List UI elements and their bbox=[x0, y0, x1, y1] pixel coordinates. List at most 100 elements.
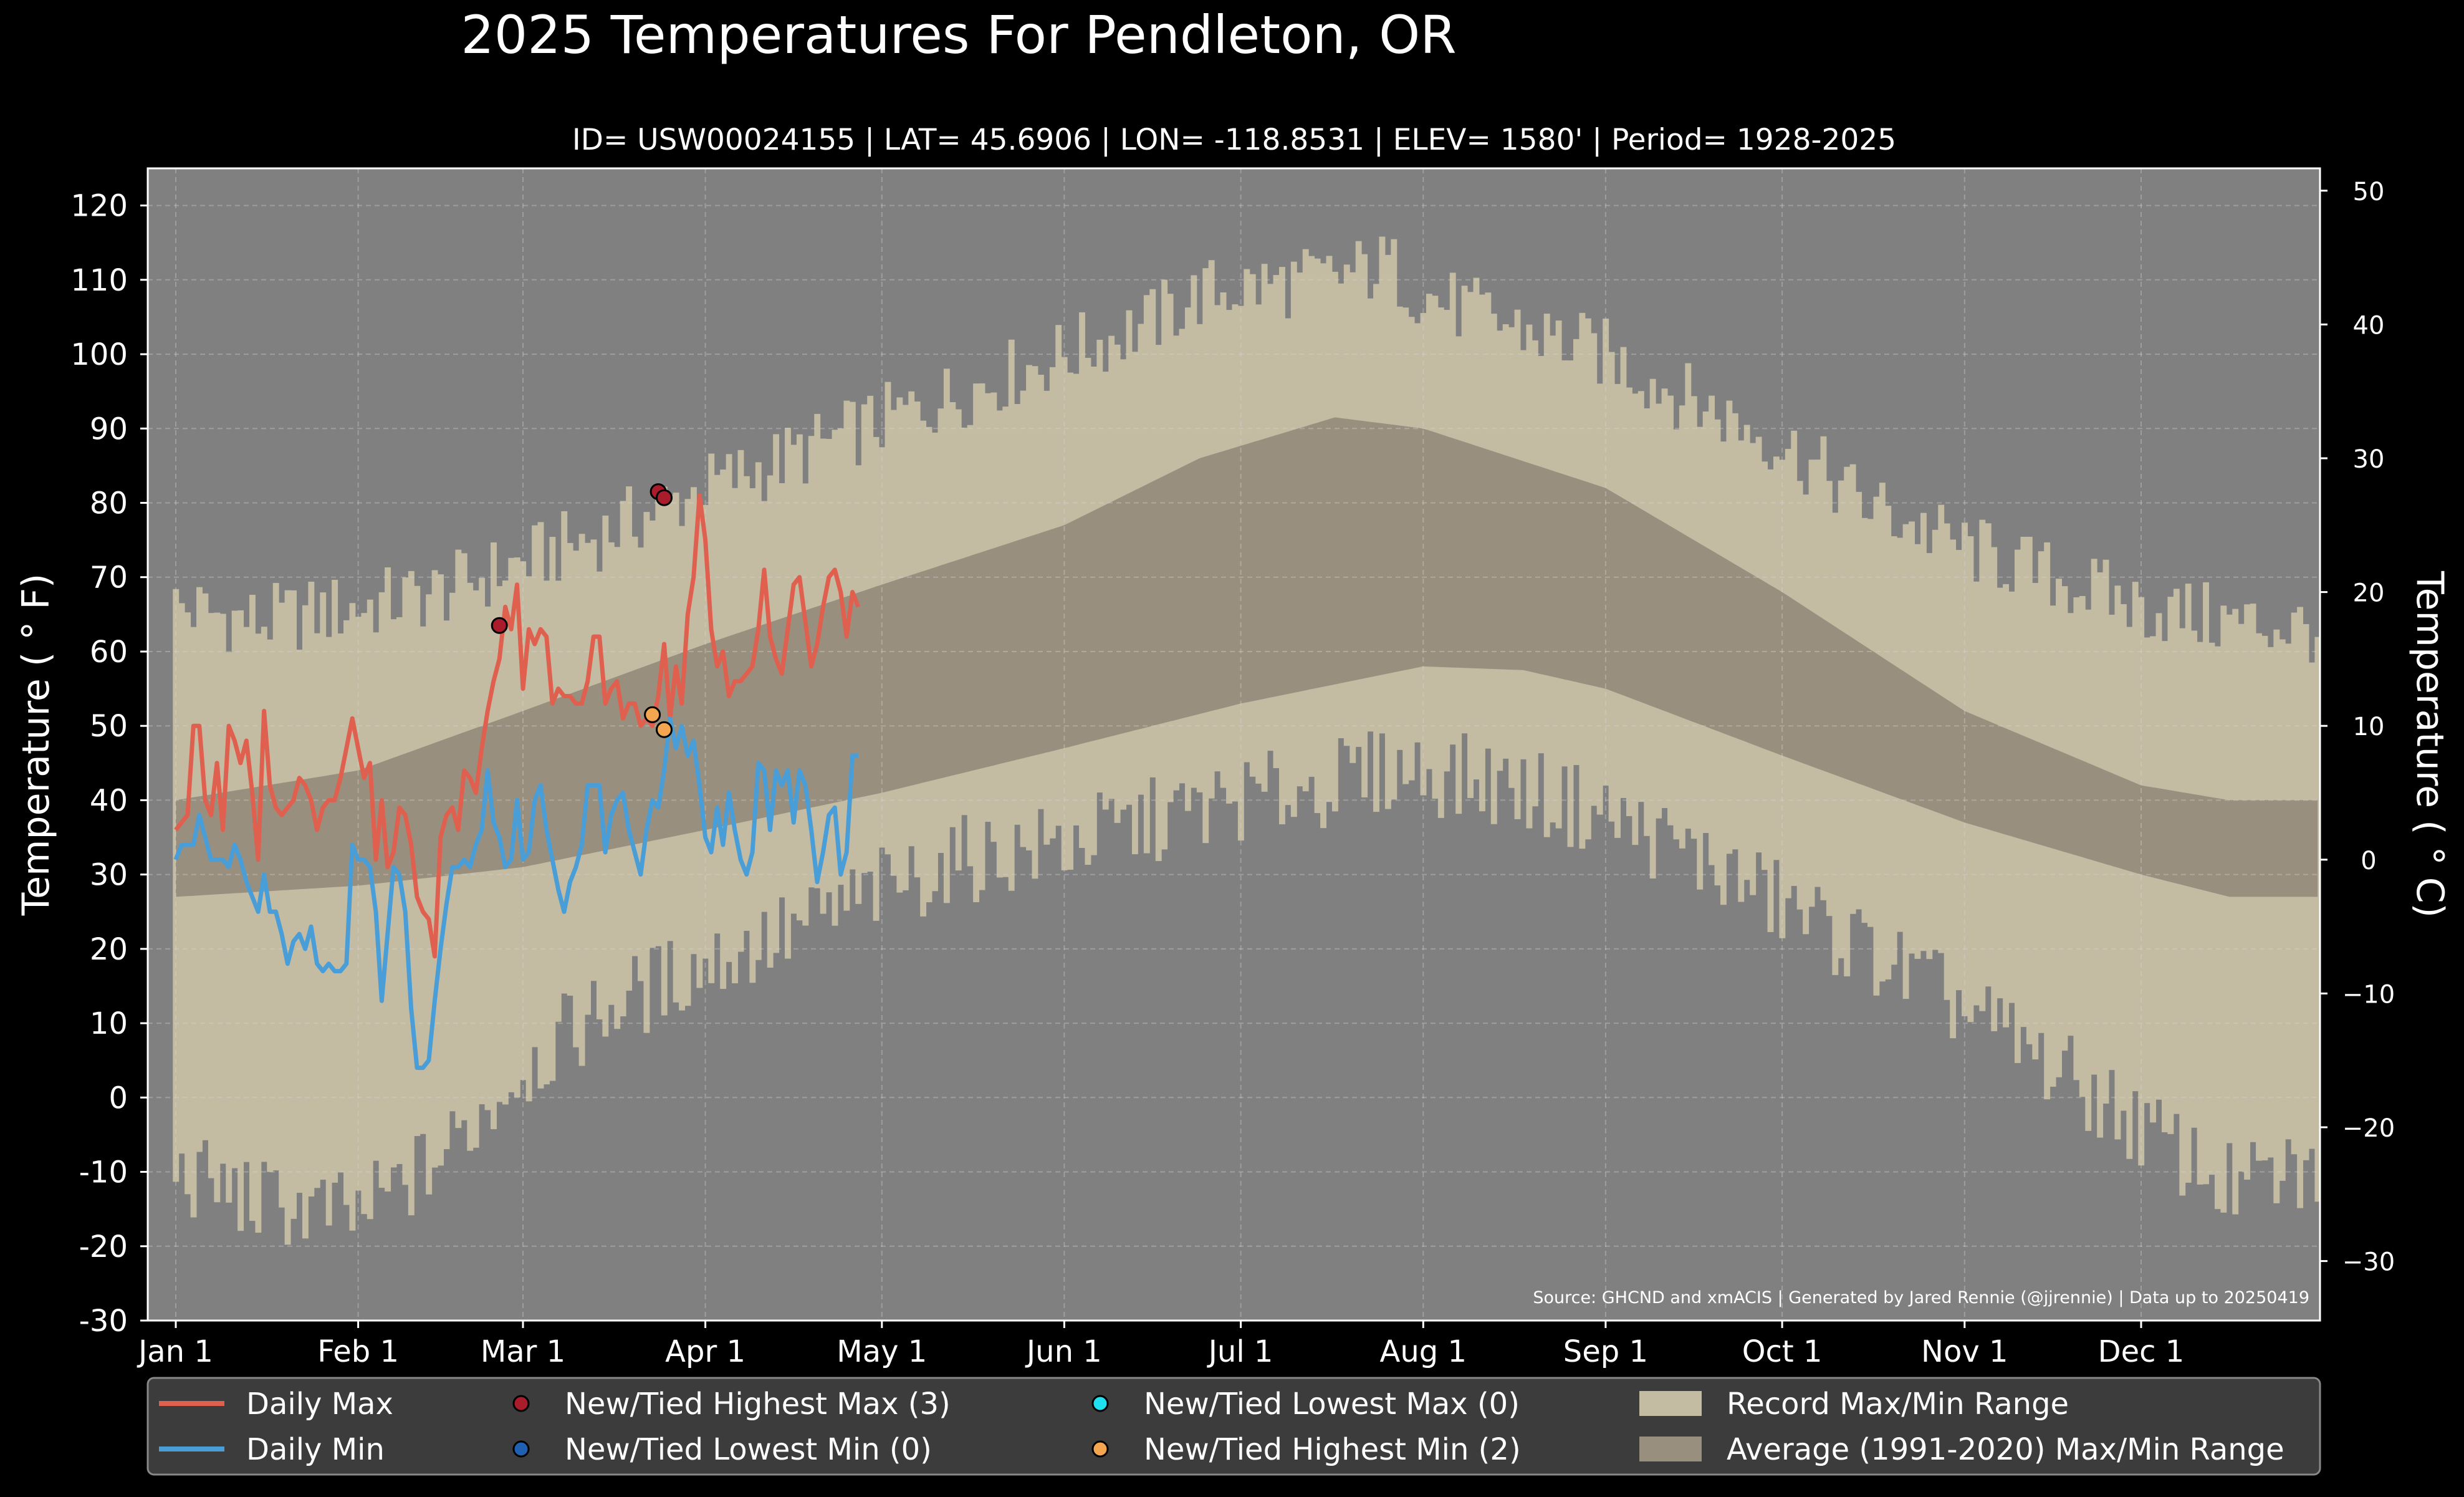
y-tick-label-right: −20 bbox=[2342, 1114, 2395, 1143]
legend: Daily Max New/Tied Highest Max (3) New/Tie… bbox=[146, 1377, 2321, 1476]
record-range-bar bbox=[325, 637, 332, 1226]
legend-label: New/Tied Highest Min (2) bbox=[1144, 1432, 1521, 1467]
record-range-bar bbox=[2314, 637, 2321, 1202]
y-tick-label-right: −10 bbox=[2342, 980, 2395, 1009]
x-tick-label: Aug 1 bbox=[1380, 1334, 1467, 1369]
highest-min-marker bbox=[656, 721, 673, 738]
legend-item: New/Tied Highest Max (3) bbox=[512, 1387, 951, 1422]
plot-area: Source: GHCND and xmACIS | Generated by … bbox=[146, 167, 2321, 1322]
x-tick-label: Apr 1 bbox=[665, 1334, 745, 1369]
grid-lines bbox=[148, 168, 2320, 1321]
record-range-bar bbox=[190, 627, 197, 1218]
record-range-bar bbox=[2267, 647, 2274, 1158]
record-range-bar bbox=[2138, 597, 2145, 1166]
record-range-bar bbox=[2309, 662, 2315, 1149]
legend-item: Daily Max bbox=[159, 1387, 393, 1422]
y-tick-label-left: -10 bbox=[79, 1155, 128, 1190]
y-tick-label-left: 0 bbox=[108, 1081, 128, 1115]
y-tick-label-left: 120 bbox=[70, 189, 128, 224]
record-range-bar bbox=[2273, 629, 2280, 1203]
record-range-bar bbox=[185, 612, 191, 1195]
record-range-bar bbox=[2214, 646, 2221, 1210]
x-axis: Jan 1 Feb 1 Mar 1 Apr 1 May 1 Jun 1 Jul 1 Aug 1… bbox=[137, 1321, 2184, 1369]
record-range-bar bbox=[2179, 628, 2186, 1196]
highest-min-marker bbox=[644, 706, 661, 723]
record-range-bar bbox=[279, 602, 285, 1208]
record-range-bar bbox=[390, 619, 397, 1168]
record-range-bar bbox=[355, 617, 362, 1191]
record-range-bar bbox=[302, 605, 309, 1239]
record-range-bar bbox=[361, 613, 368, 1215]
average-range-band bbox=[176, 417, 2318, 897]
record-range-bar bbox=[419, 626, 426, 1134]
record-range-bar bbox=[426, 594, 433, 1195]
legend-label: Daily Max bbox=[246, 1387, 393, 1422]
y-tick-label-left: 60 bbox=[90, 635, 128, 670]
y-tick-label-right: 10 bbox=[2353, 713, 2385, 741]
x-tick-label: Feb 1 bbox=[317, 1334, 399, 1369]
y-tick-label-left: 90 bbox=[90, 412, 128, 446]
record-range-bar bbox=[2208, 642, 2215, 1175]
legend-item: Average (1991-2020) Max/Min Range bbox=[1639, 1432, 2284, 1467]
y-tick-label-right: −30 bbox=[2342, 1248, 2395, 1277]
legend-item: Daily Min bbox=[159, 1432, 385, 1467]
legend-dot-swatch bbox=[512, 1395, 530, 1412]
record-range-bar bbox=[2238, 623, 2245, 1172]
record-range-bar bbox=[2256, 633, 2262, 1161]
highest-max-marker bbox=[491, 617, 508, 634]
record-range-bar bbox=[284, 590, 291, 1245]
y-tick-label-left: 50 bbox=[90, 709, 128, 744]
x-tick-label: May 1 bbox=[837, 1334, 927, 1369]
chart-subtitle: ID= USW00024155 | LAT= 45.6906 | LON= -1… bbox=[572, 123, 1896, 157]
x-tick-label: Jan 1 bbox=[137, 1334, 213, 1369]
legend-patch-swatch bbox=[1639, 1391, 1702, 1416]
y-tick-label-left: 100 bbox=[70, 337, 128, 372]
y-tick-label-left: 70 bbox=[90, 561, 128, 595]
record-range-bar bbox=[314, 633, 320, 1188]
daily-max-line bbox=[174, 493, 861, 959]
y-axis-left: -30 -20 -10 0 10 20 30 40 50 60 70 80 90 100 110 120 bbox=[70, 189, 148, 1339]
y-tick-label-right: 40 bbox=[2353, 311, 2385, 340]
y-tick-label-right: 0 bbox=[2361, 847, 2376, 875]
x-tick-label: Dec 1 bbox=[2098, 1334, 2185, 1369]
legend-label: New/Tied Lowest Max (0) bbox=[1144, 1387, 1520, 1422]
y-tick-label-right: 30 bbox=[2353, 445, 2385, 474]
daily-min-line bbox=[173, 716, 858, 1071]
record-range-bar bbox=[2162, 641, 2168, 1133]
record-range-bar bbox=[2261, 635, 2268, 1161]
x-tick-label: Sep 1 bbox=[1563, 1334, 1648, 1369]
record-range-bar bbox=[308, 581, 315, 1197]
record-range-bar bbox=[290, 590, 297, 1219]
y-tick-label-left: -30 bbox=[79, 1304, 128, 1339]
legend-item: New/Tied Highest Min (2) bbox=[1091, 1432, 1521, 1467]
legend-box bbox=[146, 1377, 2321, 1476]
record-range-bar bbox=[296, 649, 303, 1193]
x-tick-label: Mar 1 bbox=[481, 1334, 565, 1369]
y-axis-right: −30 −20 −10 0 10 20 30 40 50 bbox=[2320, 178, 2395, 1277]
legend-item: New/Tied Lowest Max (0) bbox=[1091, 1387, 1520, 1422]
source-note: Source: GHCND and xmACIS | Generated by … bbox=[1533, 1288, 2309, 1307]
x-tick-label: Nov 1 bbox=[1921, 1334, 2008, 1369]
legend-label: Record Max/Min Range bbox=[1727, 1387, 2069, 1422]
legend-label: New/Tied Lowest Min (0) bbox=[565, 1432, 932, 1467]
record-range-bar bbox=[214, 612, 221, 1203]
record-range-bar bbox=[396, 617, 403, 1164]
record-range-bar bbox=[402, 577, 409, 1185]
plot-frame bbox=[146, 167, 2321, 1322]
record-range-bar bbox=[2085, 609, 2092, 1131]
record-range-bar bbox=[261, 627, 267, 1162]
record-range-bar bbox=[243, 627, 250, 1162]
legend-dot-swatch bbox=[512, 1440, 530, 1458]
record-range-bar bbox=[408, 570, 415, 1216]
x-tick-label: Oct 1 bbox=[1742, 1334, 1823, 1369]
record-range-bar bbox=[2126, 627, 2133, 1159]
record-range-bar bbox=[249, 594, 256, 1221]
record-range-bar bbox=[2197, 642, 2203, 1185]
record-range-bar bbox=[2297, 607, 2304, 1208]
record-range-bar bbox=[2279, 639, 2286, 1181]
record-range-bar bbox=[349, 603, 356, 1231]
y-tick-label-left: 20 bbox=[90, 932, 128, 967]
highest-max-marker bbox=[656, 489, 673, 506]
y-axis-right-label: Temperature ( ° C) bbox=[2408, 570, 2452, 918]
y-tick-label-right: 50 bbox=[2353, 178, 2385, 206]
